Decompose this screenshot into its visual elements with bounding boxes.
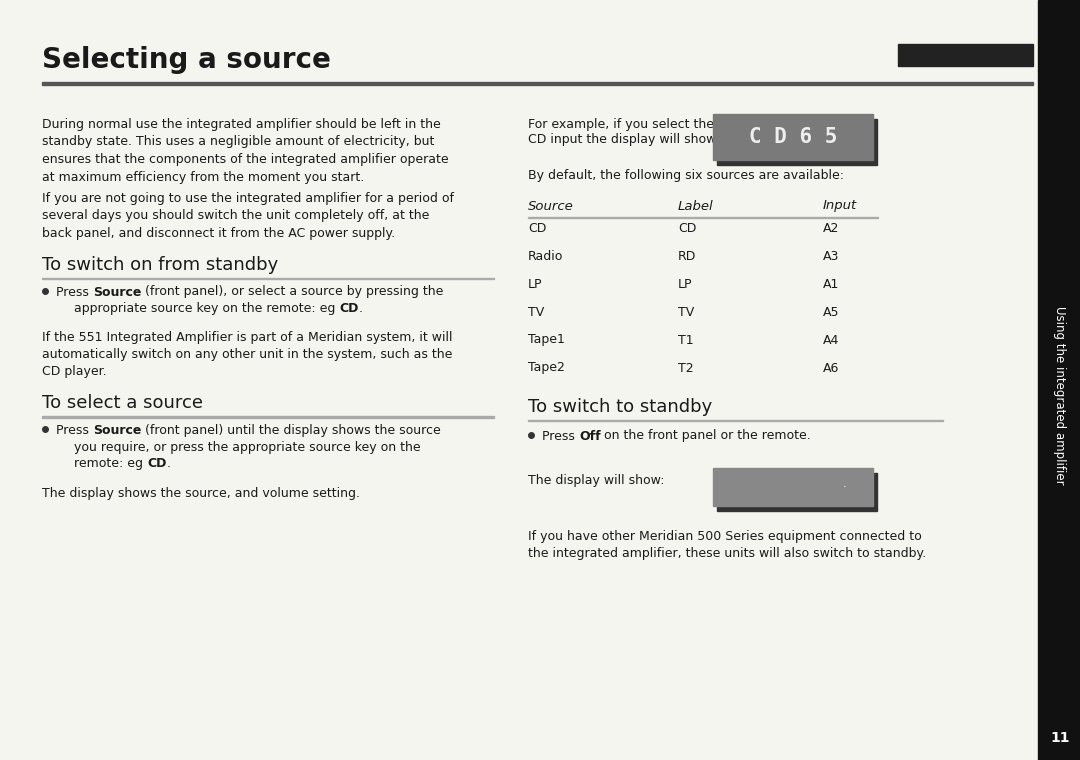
Bar <box>42 416 494 417</box>
Text: To switch on from standby: To switch on from standby <box>42 255 279 274</box>
Text: (front panel) until the display shows the source: (front panel) until the display shows th… <box>141 424 441 437</box>
Text: LP: LP <box>528 277 542 290</box>
Text: A2: A2 <box>823 221 839 235</box>
Text: Selecting a source: Selecting a source <box>42 46 330 74</box>
Text: LP: LP <box>678 277 692 290</box>
Text: .: . <box>359 302 363 315</box>
Text: Press: Press <box>542 429 579 442</box>
Text: If you are not going to use the integrated amplifier for a period of
several day: If you are not going to use the integrat… <box>42 192 454 240</box>
Text: A3: A3 <box>823 249 839 262</box>
Text: remote: eg: remote: eg <box>75 457 147 470</box>
Text: Source: Source <box>528 200 573 213</box>
Text: RD: RD <box>678 249 697 262</box>
Text: For example, if you select the: For example, if you select the <box>528 118 714 131</box>
Text: Press: Press <box>56 286 93 299</box>
Text: Using the integrated amplifier: Using the integrated amplifier <box>1053 306 1066 485</box>
Bar <box>42 82 1032 84</box>
Text: The display will show:: The display will show: <box>528 474 664 487</box>
Text: .: . <box>166 457 171 470</box>
Text: Source: Source <box>93 286 141 299</box>
Text: 11: 11 <box>1050 731 1069 745</box>
Text: TV: TV <box>528 306 544 318</box>
Text: CD: CD <box>339 302 359 315</box>
Bar <box>713 114 873 160</box>
Bar <box>1038 0 1080 760</box>
Text: C D 6 5: C D 6 5 <box>748 127 837 147</box>
Text: During normal use the integrated amplifier should be left in the
standby state. : During normal use the integrated amplifi… <box>42 118 448 183</box>
Text: ·: · <box>842 482 846 492</box>
Bar <box>42 277 494 279</box>
Text: A1: A1 <box>823 277 839 290</box>
Bar <box>897 44 1032 66</box>
Text: CD: CD <box>528 221 546 235</box>
Text: (front panel), or select a source by pressing the: (front panel), or select a source by pre… <box>141 286 444 299</box>
Text: Radio: Radio <box>528 249 564 262</box>
Bar <box>717 119 877 165</box>
Bar <box>528 217 878 218</box>
Text: Input: Input <box>823 200 858 213</box>
Text: To select a source: To select a source <box>42 394 203 412</box>
Text: Tape2: Tape2 <box>528 362 565 375</box>
Text: To switch to standby: To switch to standby <box>528 397 712 416</box>
Text: If the 551 Integrated Amplifier is part of a Meridian system, it will
automatica: If the 551 Integrated Amplifier is part … <box>42 331 453 378</box>
Text: you require, or press the appropriate source key on the: you require, or press the appropriate so… <box>75 441 420 454</box>
Bar <box>713 468 873 506</box>
Bar <box>717 473 877 511</box>
Text: on the front panel or the remote.: on the front panel or the remote. <box>600 429 811 442</box>
Text: Off: Off <box>579 429 600 442</box>
Text: A6: A6 <box>823 362 839 375</box>
Text: A5: A5 <box>823 306 839 318</box>
Text: appropriate source key on the remote: eg: appropriate source key on the remote: eg <box>75 302 339 315</box>
Text: TV: TV <box>678 306 694 318</box>
Text: Label: Label <box>678 200 714 213</box>
Text: CD: CD <box>147 457 166 470</box>
Text: T1: T1 <box>678 334 693 347</box>
Text: If you have other Meridian 500 Series equipment connected to
the integrated ampl: If you have other Meridian 500 Series eq… <box>528 530 927 561</box>
Text: Source: Source <box>93 424 141 437</box>
Text: Tape1: Tape1 <box>528 334 565 347</box>
Text: The display shows the source, and volume setting.: The display shows the source, and volume… <box>42 487 360 501</box>
Text: Press: Press <box>56 424 93 437</box>
Text: CD: CD <box>678 221 697 235</box>
Text: CD input the display will show:: CD input the display will show: <box>528 134 720 147</box>
Bar <box>528 420 943 421</box>
Text: T2: T2 <box>678 362 693 375</box>
Text: By default, the following six sources are available:: By default, the following six sources ar… <box>528 169 843 182</box>
Text: A4: A4 <box>823 334 839 347</box>
